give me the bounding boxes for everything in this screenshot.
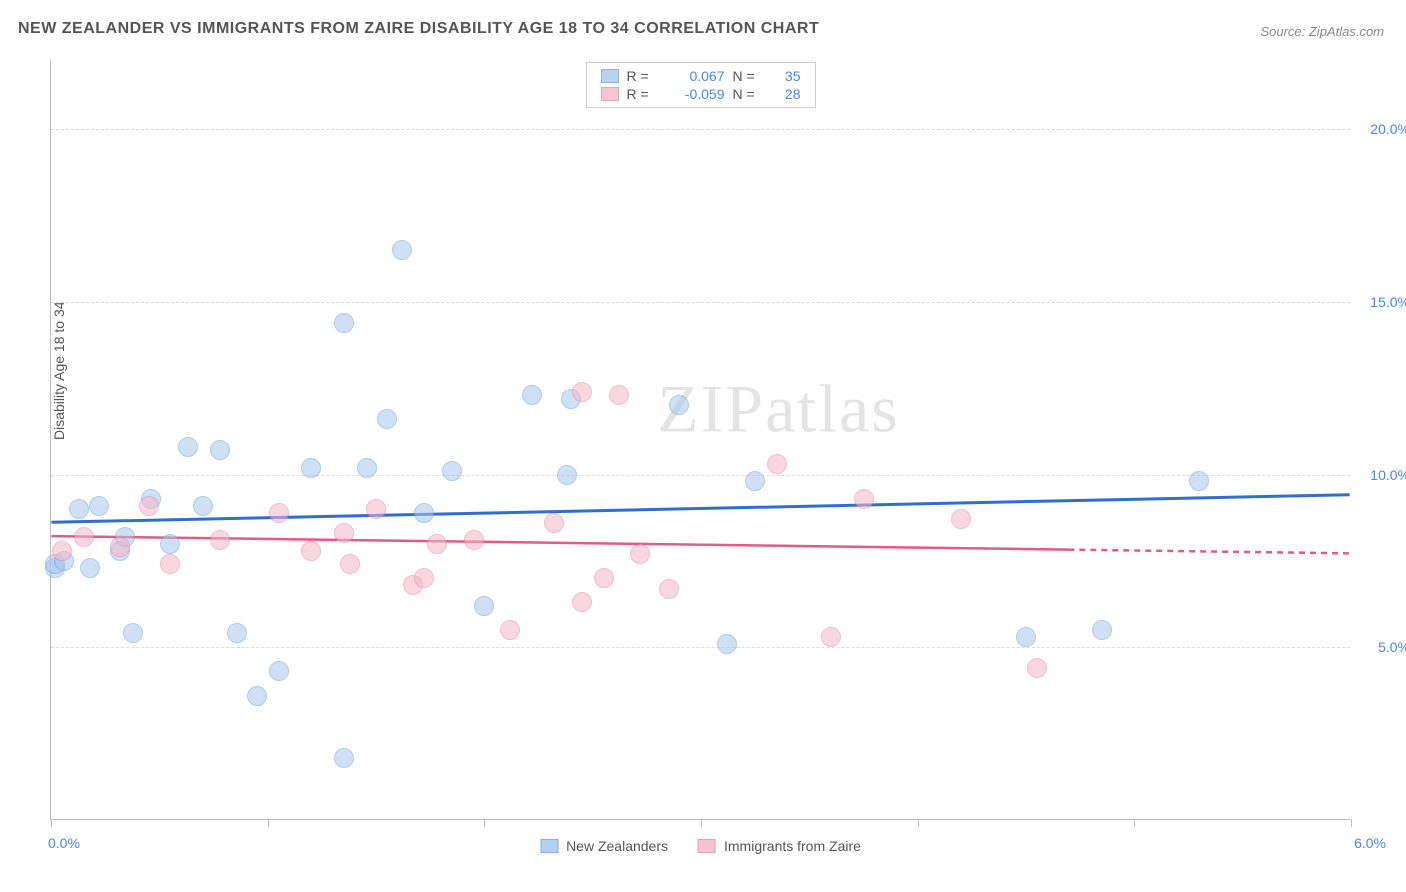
y-tick-label: 5.0%	[1378, 639, 1406, 655]
legend-label: Immigrants from Zaire	[724, 838, 861, 854]
data-point	[193, 496, 213, 516]
data-point	[630, 544, 650, 564]
data-point	[951, 509, 971, 529]
data-point	[269, 661, 289, 681]
n-value: 28	[771, 86, 801, 102]
x-tick	[1134, 819, 1135, 827]
data-point	[544, 513, 564, 533]
data-point	[745, 471, 765, 491]
data-point	[269, 503, 289, 523]
data-point	[247, 686, 267, 706]
data-point	[334, 748, 354, 768]
data-point	[414, 568, 434, 588]
data-point	[821, 627, 841, 647]
gridline	[51, 129, 1350, 130]
legend-row: R = 0.067 N = 35	[601, 67, 801, 85]
data-point	[74, 527, 94, 547]
data-point	[669, 395, 689, 415]
data-point	[500, 620, 520, 640]
data-point	[572, 382, 592, 402]
data-point	[123, 623, 143, 643]
n-value: 35	[771, 68, 801, 84]
data-point	[854, 489, 874, 509]
data-point	[464, 530, 484, 550]
data-point	[414, 503, 434, 523]
n-label: N =	[733, 86, 763, 102]
data-point	[522, 385, 542, 405]
r-value: 0.067	[665, 68, 725, 84]
x-tick	[268, 819, 269, 827]
x-tick	[484, 819, 485, 827]
r-value: -0.059	[665, 86, 725, 102]
data-point	[227, 623, 247, 643]
series-legend: New Zealanders Immigrants from Zaire	[540, 838, 861, 854]
data-point	[139, 496, 159, 516]
data-point	[659, 579, 679, 599]
data-point	[557, 465, 577, 485]
data-point	[1189, 471, 1209, 491]
x-axis-max-label: 6.0%	[1354, 835, 1386, 851]
data-point	[301, 541, 321, 561]
chart-svg	[51, 60, 1350, 819]
data-point	[767, 454, 787, 474]
r-label: R =	[627, 86, 657, 102]
data-point	[594, 568, 614, 588]
data-point	[1027, 658, 1047, 678]
data-point	[1092, 620, 1112, 640]
data-point	[301, 458, 321, 478]
x-tick	[51, 819, 52, 827]
data-point	[1016, 627, 1036, 647]
gridline	[51, 475, 1350, 476]
data-point	[474, 596, 494, 616]
data-point	[334, 313, 354, 333]
legend-row: R = -0.059 N = 28	[601, 85, 801, 103]
gridline	[51, 647, 1350, 648]
data-point	[340, 554, 360, 574]
data-point	[572, 592, 592, 612]
data-point	[377, 409, 397, 429]
legend-item: New Zealanders	[540, 838, 668, 854]
data-point	[160, 534, 180, 554]
data-point	[210, 440, 230, 460]
n-label: N =	[733, 68, 763, 84]
y-axis-label: Disability Age 18 to 34	[51, 301, 67, 440]
data-point	[160, 554, 180, 574]
data-point	[442, 461, 462, 481]
gridline	[51, 302, 1350, 303]
legend-item: Immigrants from Zaire	[698, 838, 861, 854]
legend-label: New Zealanders	[566, 838, 668, 854]
x-axis-min-label: 0.0%	[48, 835, 80, 851]
data-point	[110, 537, 130, 557]
data-point	[334, 523, 354, 543]
data-point	[357, 458, 377, 478]
x-tick	[1351, 819, 1352, 827]
data-point	[366, 499, 386, 519]
data-point	[392, 240, 412, 260]
data-point	[52, 541, 72, 561]
legend-swatch	[540, 839, 558, 853]
y-tick-label: 20.0%	[1370, 121, 1406, 137]
data-point	[427, 534, 447, 554]
correlation-legend: R = 0.067 N = 35 R = -0.059 N = 28	[586, 62, 816, 108]
r-label: R =	[627, 68, 657, 84]
legend-swatch	[601, 87, 619, 101]
x-tick	[918, 819, 919, 827]
watermark: ZIPatlas	[657, 370, 900, 449]
data-point	[80, 558, 100, 578]
legend-swatch	[698, 839, 716, 853]
y-tick-label: 10.0%	[1370, 467, 1406, 483]
data-point	[69, 499, 89, 519]
chart-title: NEW ZEALANDER VS IMMIGRANTS FROM ZAIRE D…	[18, 20, 819, 38]
data-point	[717, 634, 737, 654]
data-point	[178, 437, 198, 457]
y-tick-label: 15.0%	[1370, 294, 1406, 310]
data-point	[609, 385, 629, 405]
x-tick	[701, 819, 702, 827]
legend-swatch	[601, 69, 619, 83]
data-point	[89, 496, 109, 516]
data-point	[210, 530, 230, 550]
source-label: Source: ZipAtlas.com	[1260, 24, 1384, 39]
plot-area: Disability Age 18 to 34 ZIPatlas R = 0.06…	[50, 60, 1350, 820]
